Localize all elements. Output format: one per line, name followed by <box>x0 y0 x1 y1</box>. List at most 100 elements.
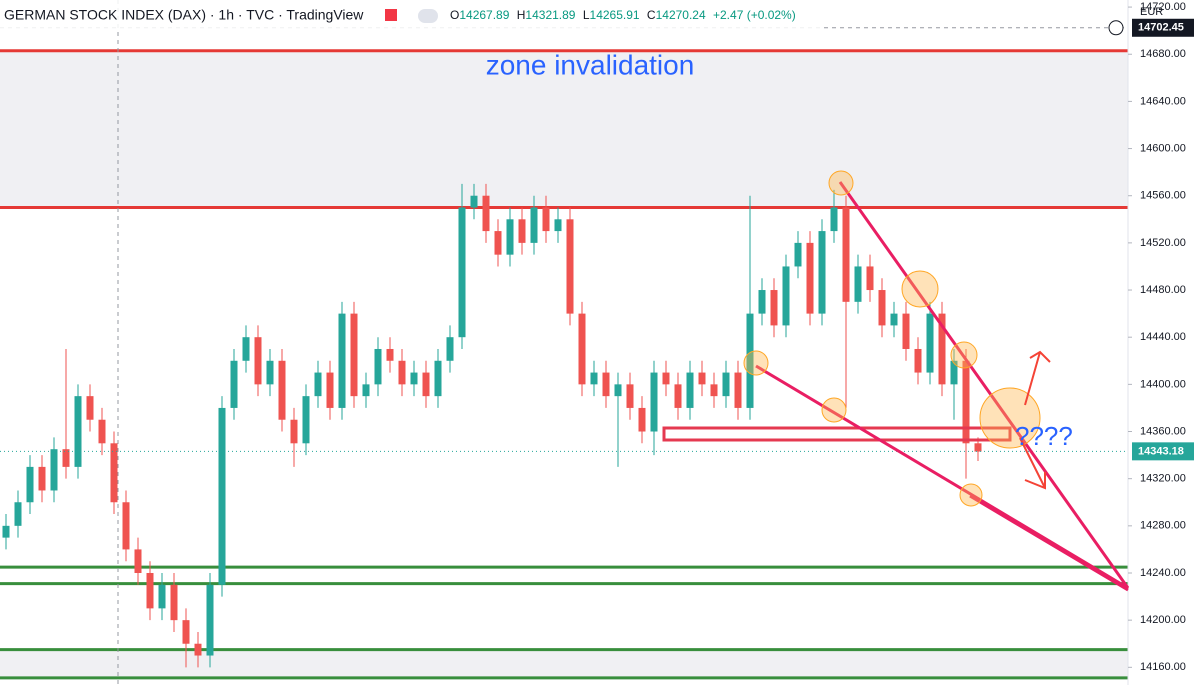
candle-body <box>710 384 718 397</box>
candle-body <box>170 584 178 621</box>
candle-body <box>950 360 958 385</box>
zone-fill <box>0 50 1128 208</box>
candle-body <box>818 231 826 314</box>
highlight-circle <box>828 170 854 196</box>
drawings <box>662 170 1130 592</box>
candle-body <box>734 372 742 408</box>
candle-body <box>866 266 874 291</box>
highlight-circle <box>901 270 939 308</box>
candle-body <box>182 620 190 644</box>
crosshair-label: 14702.45 <box>1138 22 1184 34</box>
candle-body <box>386 348 394 361</box>
trend-line <box>969 494 1129 592</box>
candle-body <box>962 360 970 444</box>
candle-body <box>542 207 550 232</box>
y-tick-label: 14520.00 <box>1140 237 1186 249</box>
candle-body <box>434 360 442 397</box>
y-tick-label: 14600.00 <box>1140 142 1186 154</box>
candle-body <box>158 584 166 609</box>
y-tick-label: 14400.00 <box>1140 378 1186 390</box>
candle-body <box>626 384 634 408</box>
candle-body <box>458 207 466 338</box>
candle-body <box>470 195 478 208</box>
candle-body <box>518 219 526 243</box>
y-tick-label: 14360.00 <box>1140 425 1186 437</box>
candle-body <box>26 466 34 503</box>
candle-body <box>746 313 754 408</box>
zone-box <box>662 426 1012 442</box>
candle-body <box>926 313 934 373</box>
flag-icon <box>385 9 397 21</box>
currency[interactable]: EUR <box>1140 6 1163 18</box>
candle-body <box>698 372 706 385</box>
candle-body <box>74 396 82 467</box>
candle-body <box>290 419 298 444</box>
candle-body <box>554 219 562 232</box>
y-tick-label: 14200.00 <box>1140 614 1186 626</box>
zones <box>0 49 1128 680</box>
annotation: ???? <box>1015 421 1073 451</box>
trend-line <box>838 181 1130 589</box>
y-tick-label: 14720.00 <box>1140 1 1186 13</box>
candle-body <box>374 348 382 385</box>
candle-body <box>62 449 70 467</box>
candle-body <box>410 372 418 385</box>
candle-body <box>14 502 22 526</box>
candle-body <box>914 348 922 373</box>
candle-body <box>302 396 310 444</box>
candle-body <box>218 407 226 585</box>
candle-body <box>602 372 610 397</box>
candle-body <box>494 231 502 255</box>
candle-body <box>782 266 790 326</box>
toggle-icon[interactable] <box>418 9 438 23</box>
candle-body <box>398 360 406 385</box>
candle-body <box>938 313 946 385</box>
candle-body <box>758 290 766 314</box>
candle-body <box>770 290 778 326</box>
axis-bg <box>1129 0 1194 685</box>
annotation: zone invalidation <box>486 49 695 80</box>
last-price-bg <box>1132 442 1194 461</box>
arrow-down <box>1019 437 1046 490</box>
candle-body <box>806 242 814 314</box>
arrow-up <box>1024 350 1051 406</box>
highlight-circle <box>821 397 847 423</box>
candle-body <box>86 396 94 420</box>
candle-body <box>362 384 370 397</box>
candle-body <box>662 372 670 385</box>
candle-body <box>794 242 802 267</box>
price-axis: 14160.00 14200.00 14240.00 14280.00 14320.00… <box>1128 0 1194 685</box>
y-tick-label: 14280.00 <box>1140 520 1186 532</box>
candle-body <box>650 372 658 432</box>
candle-body <box>614 384 622 397</box>
y-tick-label: 14680.00 <box>1140 48 1186 60</box>
candle-body <box>326 372 334 408</box>
y-tick-label: 14320.00 <box>1140 473 1186 485</box>
candle-body <box>350 313 358 397</box>
candle-body <box>482 195 490 232</box>
candle-body <box>530 207 538 243</box>
candle-body <box>254 337 262 385</box>
candle-body <box>206 584 214 656</box>
candle-body <box>314 372 322 397</box>
symbol-title: GERMAN STOCK INDEX (DAX) · 1h · TVC · Tr… <box>4 7 364 23</box>
zone-fill <box>0 649 1128 678</box>
candle-body <box>338 313 346 408</box>
y-tick-label: 14480.00 <box>1140 284 1186 296</box>
candle-body <box>854 266 862 302</box>
candle-body <box>278 360 286 420</box>
candle-body <box>638 407 646 432</box>
candle-body <box>674 384 682 408</box>
crosshair-bg <box>1132 18 1194 37</box>
candle-body <box>842 207 850 302</box>
candles <box>0 20 1128 668</box>
y-tick-label: 14560.00 <box>1140 190 1186 202</box>
y-tick-label: 14240.00 <box>1140 567 1186 579</box>
candle-body <box>878 290 886 326</box>
candle-body <box>590 372 598 385</box>
y-tick-label: 14440.00 <box>1140 331 1186 343</box>
candle-body <box>194 643 202 656</box>
y-tick-label: 14160.00 <box>1140 661 1186 673</box>
highlight-circle <box>743 350 769 376</box>
y-tick-label: 14640.00 <box>1140 95 1186 107</box>
